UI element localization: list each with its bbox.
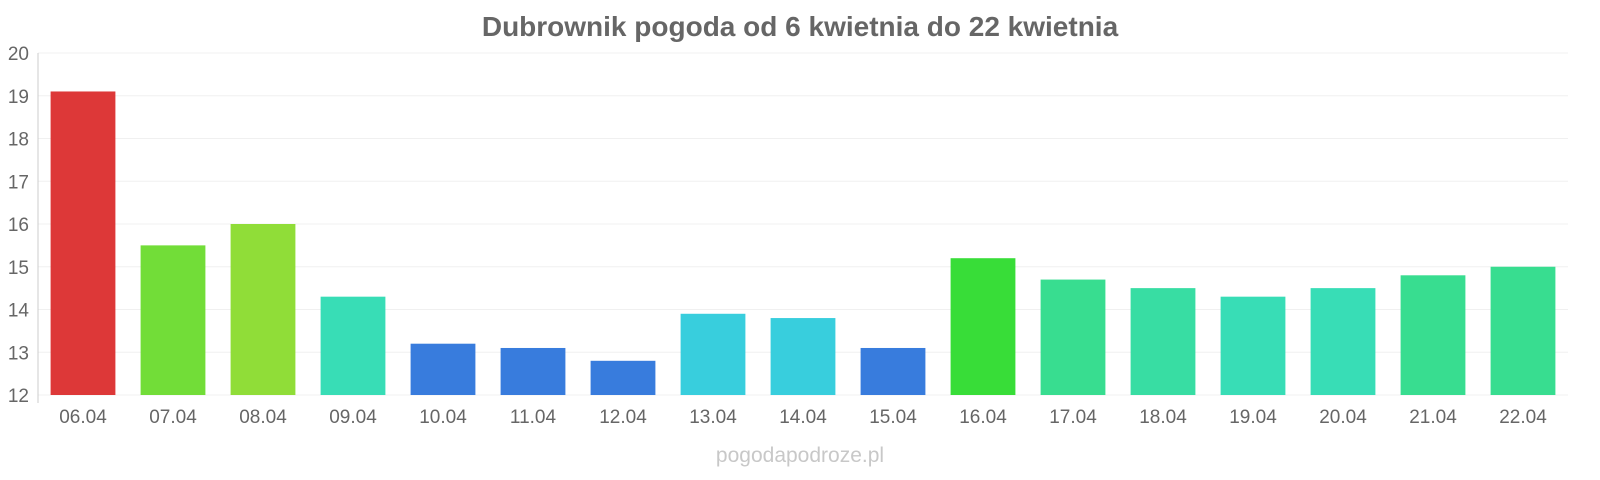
bar-16.04 bbox=[950, 258, 1016, 395]
bar-13.04 bbox=[680, 313, 746, 395]
chart-title: Dubrownik pogoda od 6 kwietnia do 22 kwi… bbox=[482, 11, 1119, 42]
bar-06.04 bbox=[50, 91, 116, 395]
y-tick-label: 14 bbox=[8, 301, 30, 322]
bar-14.04 bbox=[770, 318, 836, 395]
bar-21.04 bbox=[1400, 275, 1466, 395]
x-axis-ticks: 06.04 07.04 08.04 09.04 10.04 11.04 12.04 13.04… bbox=[59, 407, 1547, 428]
y-tick-label: 20 bbox=[8, 44, 29, 65]
x-tick-label: 07.04 bbox=[149, 407, 197, 428]
x-tick-label: 06.04 bbox=[59, 407, 107, 428]
bar-09.04 bbox=[320, 296, 386, 395]
x-tick-label: 22.04 bbox=[1499, 407, 1547, 428]
y-tick-label: 19 bbox=[8, 87, 29, 108]
bar-22.04 bbox=[1490, 266, 1556, 395]
x-tick-label: 14.04 bbox=[779, 407, 827, 428]
bar-18.04 bbox=[1130, 288, 1196, 395]
x-tick-label: 09.04 bbox=[329, 407, 377, 428]
x-tick-label: 11.04 bbox=[510, 407, 557, 428]
y-tick-label: 16 bbox=[8, 215, 29, 236]
y-tick-label: 12 bbox=[8, 386, 29, 407]
x-tick-label: 13.04 bbox=[689, 407, 737, 428]
x-tick-label: 21.04 bbox=[1409, 407, 1457, 428]
bar-20.04 bbox=[1310, 288, 1376, 395]
bar-15.04 bbox=[860, 347, 926, 395]
bar-10.04 bbox=[410, 343, 476, 395]
y-tick-label: 13 bbox=[8, 343, 29, 364]
watermark: pogodapodroze.pl bbox=[716, 444, 884, 467]
bar-08.04 bbox=[230, 224, 296, 395]
bar-12.04 bbox=[590, 360, 656, 395]
bar-17.04 bbox=[1040, 279, 1106, 395]
bars bbox=[50, 91, 1556, 395]
bar-07.04 bbox=[140, 245, 206, 395]
x-tick-label: 10.04 bbox=[419, 407, 467, 428]
x-tick-label: 17.04 bbox=[1049, 407, 1097, 428]
y-tick-label: 15 bbox=[8, 258, 29, 279]
bar-11.04 bbox=[500, 347, 566, 395]
x-tick-label: 16.04 bbox=[959, 407, 1007, 428]
y-tick-label: 18 bbox=[8, 130, 29, 151]
x-tick-label: 19.04 bbox=[1229, 407, 1277, 428]
y-axis-ticks: 12 13 14 15 16 17 18 19 20 bbox=[8, 44, 30, 407]
bar-19.04 bbox=[1220, 296, 1286, 395]
x-tick-label: 18.04 bbox=[1139, 407, 1187, 428]
x-tick-label: 20.04 bbox=[1319, 407, 1367, 428]
x-tick-label: 08.04 bbox=[239, 407, 287, 428]
y-tick-label: 17 bbox=[8, 172, 29, 193]
x-tick-label: 12.04 bbox=[599, 407, 647, 428]
x-tick-label: 15.04 bbox=[869, 407, 917, 428]
